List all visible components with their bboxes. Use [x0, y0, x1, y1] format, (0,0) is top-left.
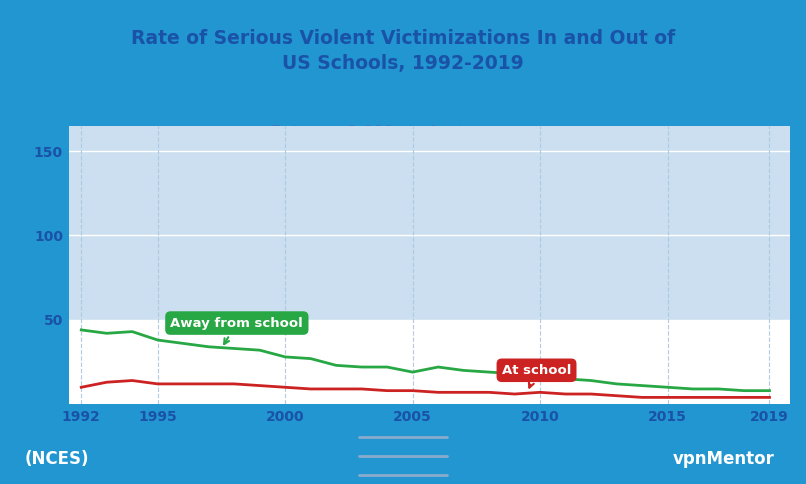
- Text: At school: At school: [502, 364, 571, 388]
- Text: Away from school: Away from school: [171, 317, 303, 344]
- Text: (NCES): (NCES): [25, 450, 89, 468]
- Text: Rate of Serious Violent Victimizations In and Out of
US Schools, 1992-2019: Rate of Serious Violent Victimizations I…: [131, 30, 675, 73]
- Text: Rate per 1,000 students: Rate per 1,000 students: [271, 124, 472, 139]
- Text: vpnMentor: vpnMentor: [673, 450, 775, 468]
- Bar: [69, 126, 790, 320]
